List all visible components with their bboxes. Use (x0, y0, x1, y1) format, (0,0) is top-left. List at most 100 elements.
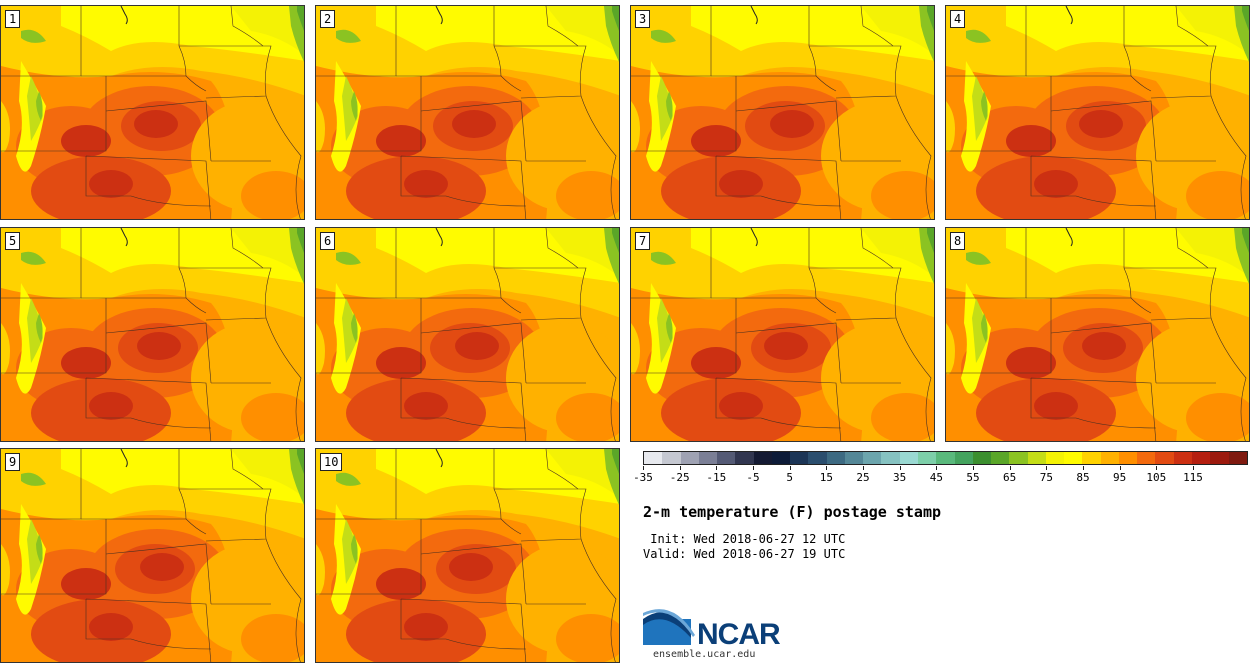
colorbar-cell (644, 452, 663, 464)
chart-title: 2-m temperature (F) postage stamp (643, 503, 942, 521)
temperature-map (631, 6, 934, 219)
colorbar-cell (972, 452, 992, 464)
colorbar-cell (1009, 452, 1028, 464)
colorbar-cell (790, 452, 809, 464)
colorbar-tick-label: 5 (786, 471, 793, 484)
member-label: 1 (5, 10, 21, 28)
colorbar-cell (991, 452, 1010, 464)
colorbar-cell (680, 452, 699, 464)
colorbar-cell (936, 452, 955, 464)
temperature-map (946, 6, 1249, 219)
member-label: 2 (320, 10, 336, 28)
colorbar-tick (826, 466, 828, 470)
colorbar-cell (1082, 452, 1101, 464)
colorbar-cell (1191, 452, 1211, 464)
colorbar-cell (1137, 452, 1156, 464)
colorbar-tick-label: -35 (633, 471, 653, 484)
colorbar-tick-label: 35 (893, 471, 907, 484)
member-panel-10: 10 (315, 448, 620, 663)
colorbar-cell (844, 452, 864, 464)
member-label: 5 (5, 232, 21, 250)
colorbar-tick-label: -5 (746, 471, 760, 484)
colorbar-cell (1045, 452, 1065, 464)
colorbar-tick (679, 466, 681, 470)
colorbar-cell (954, 452, 973, 464)
colorbar-tick (899, 466, 901, 470)
colorbar-tick-label: 55 (966, 471, 980, 484)
colorbar-tick-label: 15 (819, 471, 833, 484)
colorbar-tick (789, 466, 791, 470)
colorbar-tick (1119, 466, 1121, 470)
colorbar-tick (1009, 466, 1011, 470)
member-label: 4 (950, 10, 966, 28)
temperature-map (316, 6, 619, 219)
logo-url: ensemble.ucar.edu (653, 649, 756, 660)
colorbar-tick (936, 466, 938, 470)
colorbar-cell (698, 452, 718, 464)
colorbar-tick (1156, 466, 1158, 470)
colorbar-cell (753, 452, 772, 464)
colorbar-tick (643, 466, 644, 470)
colorbar-cell (881, 452, 900, 464)
colorbar-tick (716, 466, 718, 470)
member-panel-5: 5 (0, 227, 305, 442)
colorbar-cell (735, 452, 754, 464)
colorbar-ticks: -35 -25 -15 -5 5 15 25 35 45 55 65 75 85 95 105 115 (633, 466, 1248, 486)
colorbar-cell (917, 452, 937, 464)
colorbar-tick-label: -15 (706, 471, 727, 484)
valid-time: Valid: Wed 2018-06-27 19 UTC (643, 547, 846, 561)
colorbar-tick-label: 25 (856, 471, 870, 484)
member-panel-7: 7 (630, 227, 935, 442)
colorbar-tick-label: 85 (1076, 471, 1090, 484)
colorbar-tick-label: 105 (1146, 471, 1167, 484)
colorbar-cell (808, 452, 827, 464)
colorbar-cell (717, 452, 736, 464)
member-label: 3 (635, 10, 651, 28)
member-panel-4: 4 (945, 5, 1250, 220)
colorbar-cell (1118, 452, 1138, 464)
temperature-map (1, 6, 304, 219)
colorbar-tick-label: 115 (1183, 471, 1203, 484)
member-label: 10 (320, 453, 343, 471)
colorbar-cell (1210, 452, 1229, 464)
colorbar-cell (1155, 452, 1174, 464)
colorbar-cell (899, 452, 918, 464)
colorbar-tick (973, 466, 974, 470)
colorbar-tick-label: 95 (1113, 471, 1127, 484)
colorbar-tick (863, 466, 864, 470)
temperature-map (316, 449, 619, 662)
member-label: 6 (320, 232, 336, 250)
member-panel-3: 3 (630, 5, 935, 220)
ncar-logo-icon (643, 609, 695, 645)
colorbar-tick-label: -25 (669, 471, 690, 484)
member-label: 7 (635, 232, 651, 250)
colorbar-tick-label: 45 (929, 471, 943, 484)
member-panel-6: 6 (315, 227, 620, 442)
temperature-colorbar (643, 451, 1248, 465)
temperature-map (1, 228, 304, 441)
colorbar-cell (1173, 452, 1192, 464)
colorbar-tick-label: 75 (1039, 471, 1053, 484)
member-panel-2: 2 (315, 5, 620, 220)
colorbar-cell (826, 452, 845, 464)
temperature-map (316, 228, 619, 441)
colorbar-tick (1083, 466, 1084, 470)
member-label: 8 (950, 232, 966, 250)
colorbar-tick-label: 65 (1003, 471, 1017, 484)
member-label: 9 (5, 453, 21, 471)
colorbar-cell (1027, 452, 1046, 464)
colorbar-tick (1193, 466, 1194, 470)
colorbar-tick (1046, 466, 1048, 470)
logo-wordmark: NCAR (697, 618, 781, 651)
colorbar-cell (1228, 452, 1247, 464)
colorbar-cell (1100, 452, 1119, 464)
colorbar-cell (662, 452, 681, 464)
init-time: Init: Wed 2018-06-27 12 UTC (643, 532, 846, 546)
temperature-map (946, 228, 1249, 441)
colorbar-cell (1064, 452, 1083, 464)
colorbar-cell (771, 452, 791, 464)
temperature-map (1, 449, 304, 662)
member-panel-8: 8 (945, 227, 1250, 442)
member-panel-1: 1 (0, 5, 305, 220)
member-panel-9: 9 (0, 448, 305, 663)
